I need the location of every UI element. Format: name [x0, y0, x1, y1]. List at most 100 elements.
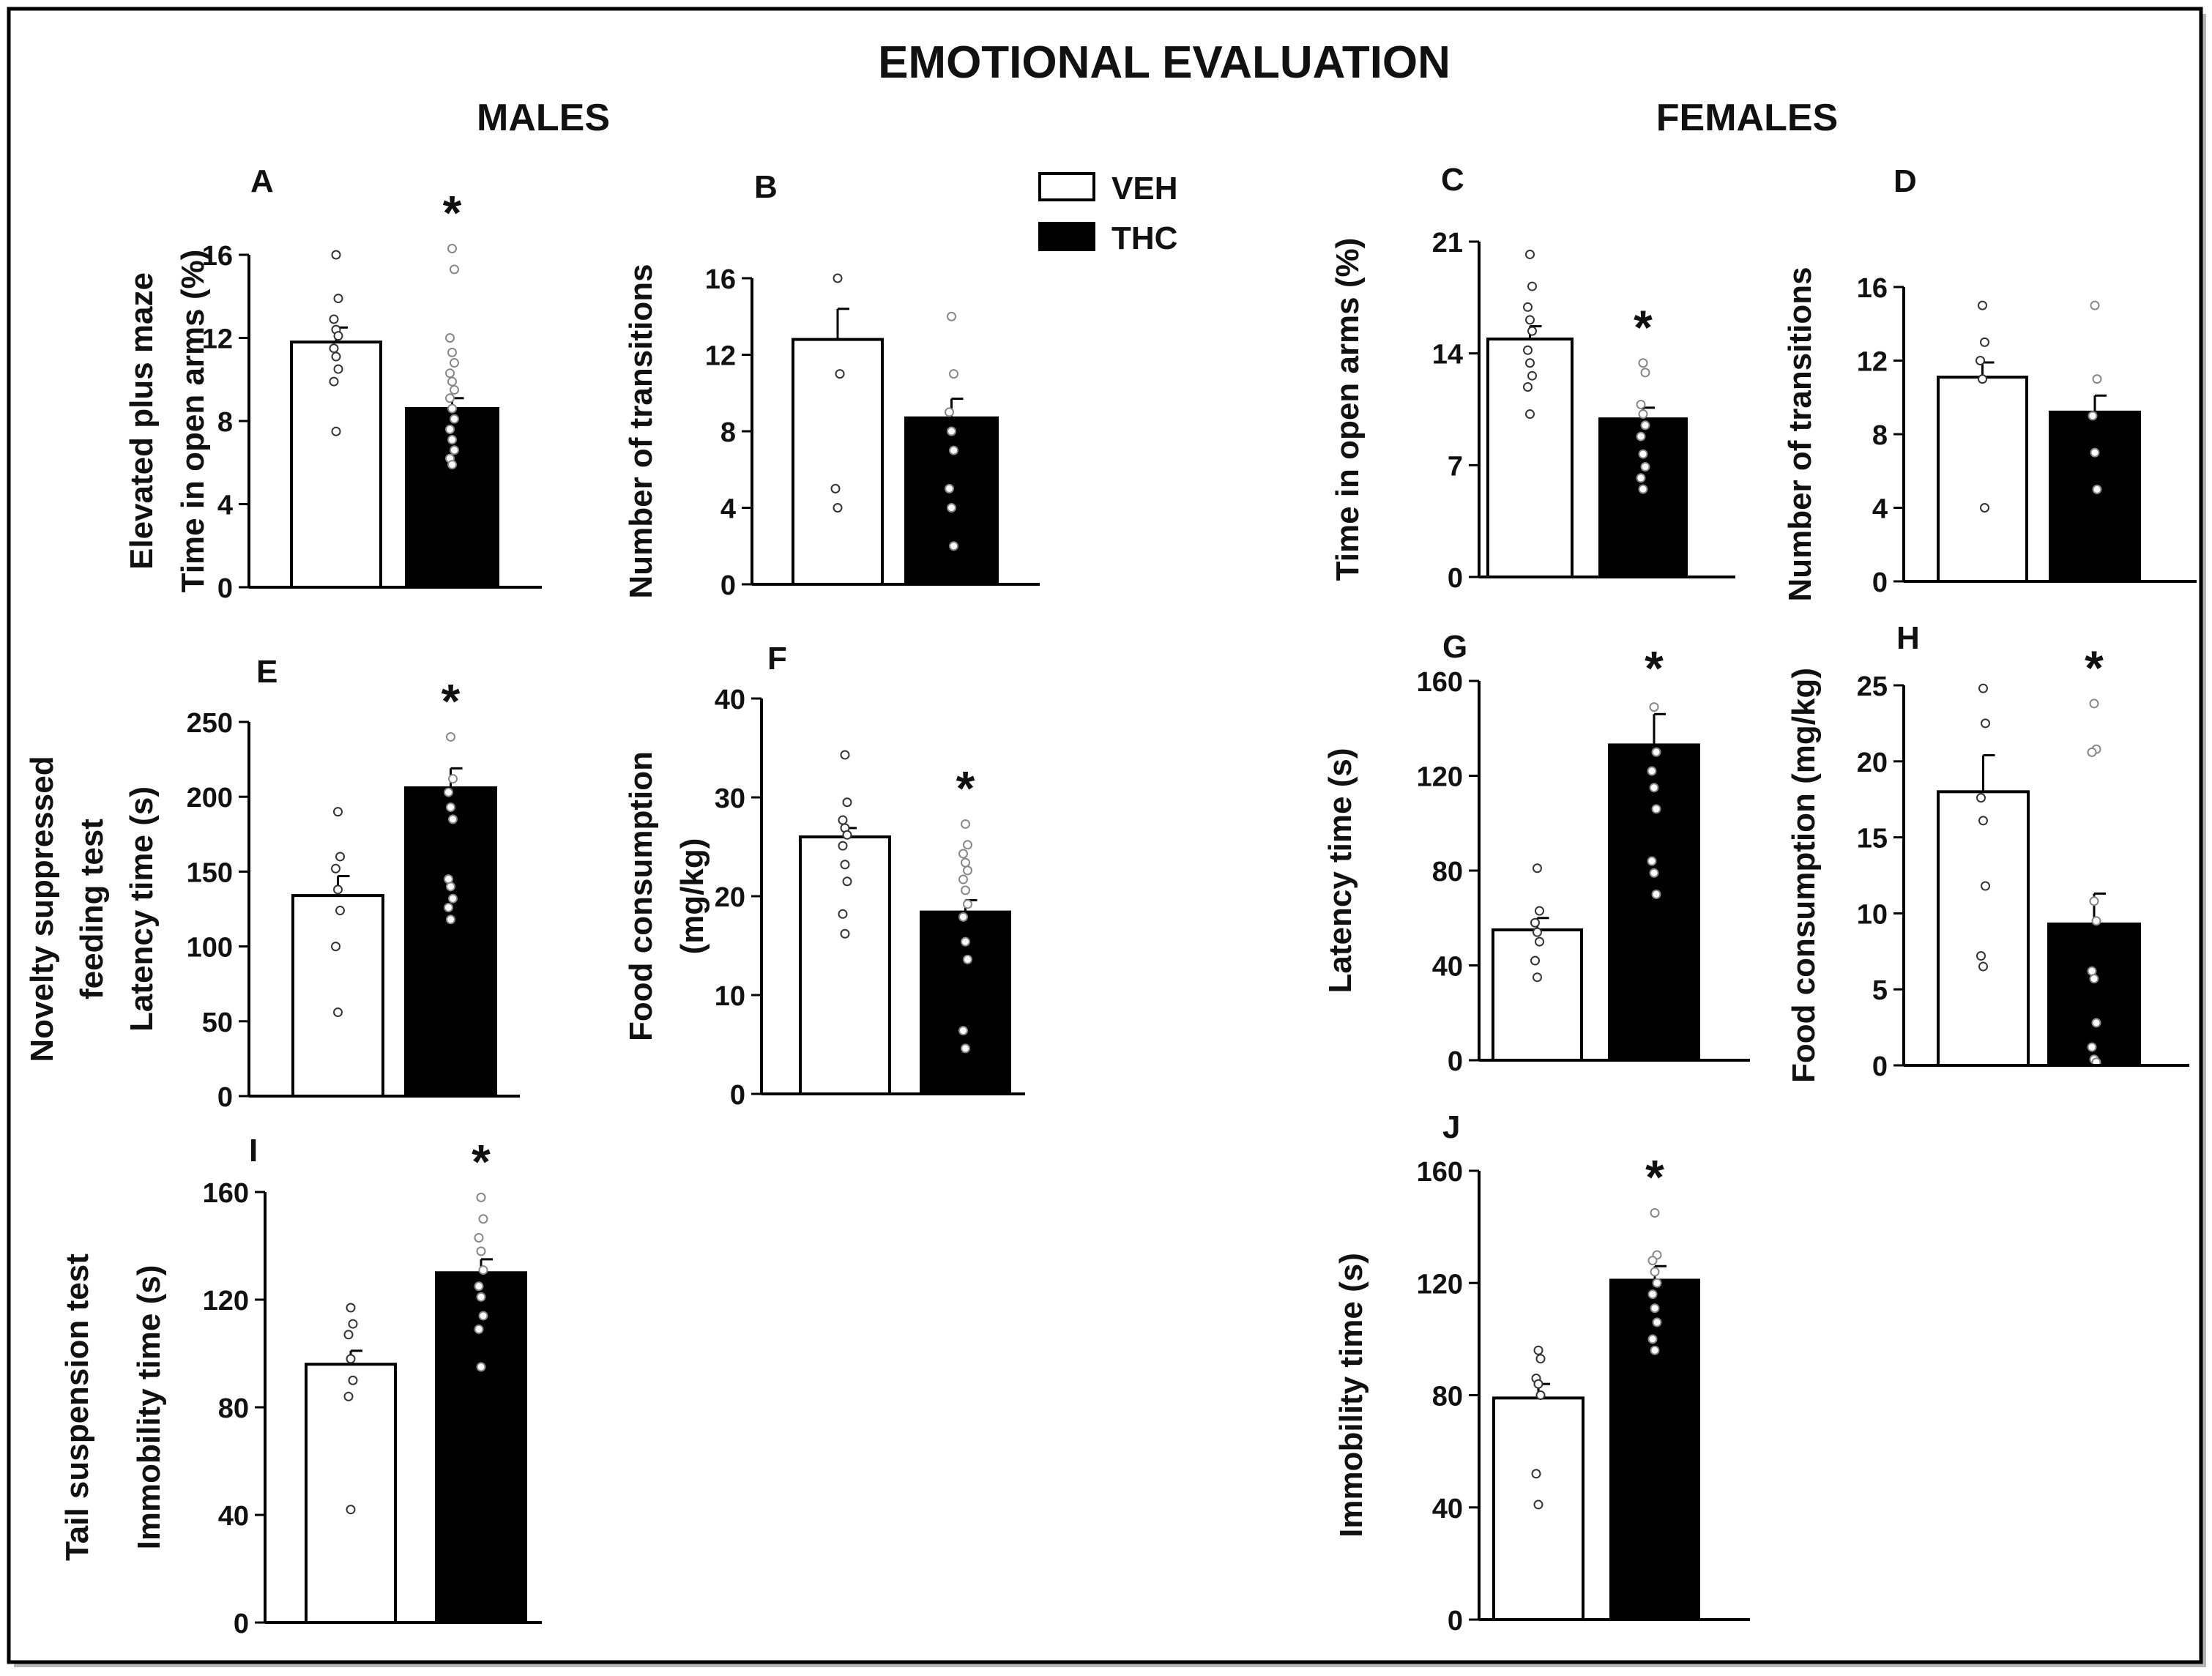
panel-c-y-axis-label: Time in open arms (%)	[1330, 238, 1366, 581]
panel-h-point	[1978, 816, 1988, 826]
panel-e-point	[335, 852, 345, 862]
panel-i-y-tick-label: 120	[203, 1286, 249, 1316]
panel-d-y-tick-label: 0	[1872, 567, 1888, 598]
panel-b-y-tick-label: 12	[705, 341, 736, 372]
panel-i-letter: I	[249, 1133, 258, 1169]
panel-i-point	[474, 1232, 484, 1243]
panel-c-y-tick-label: 21	[1432, 228, 1463, 258]
panel-e-point	[446, 731, 455, 742]
panel-e-significance-star: *	[442, 674, 461, 728]
panel-h-point	[2087, 1042, 2097, 1052]
panel-i-bar-veh	[305, 1363, 397, 1624]
panel-d-y-tick-label: 4	[1872, 494, 1888, 525]
panel-g-y-tick-label: 0	[1448, 1046, 1463, 1077]
panel-i-point	[348, 1319, 358, 1329]
panel-a-point	[445, 424, 455, 434]
panel-c-y-tick-label: 14	[1432, 340, 1463, 370]
panel-i-point	[478, 1214, 488, 1224]
panel-a-point	[450, 384, 459, 395]
panel-h-point	[1978, 961, 1988, 972]
panel-e-point	[448, 893, 458, 904]
panel-g-point	[1649, 702, 1659, 712]
panel-b-point	[833, 503, 843, 513]
panel-i-y-tick-label: 40	[218, 1501, 249, 1532]
panel-h-y-tick-label: 0	[1872, 1051, 1888, 1082]
panel-a-point	[447, 460, 457, 470]
panel-a-point	[450, 414, 459, 424]
panel-e-point	[333, 884, 343, 895]
panel-g-point	[1647, 856, 1657, 866]
panel-c-point	[1636, 473, 1646, 483]
panel-f-point	[961, 885, 970, 895]
panel-c-point	[1525, 409, 1535, 420]
panel-e-point	[331, 942, 340, 952]
panel-f-point	[838, 909, 848, 919]
panel-a-significance-star: *	[443, 185, 462, 239]
panel-a-point	[447, 376, 457, 387]
males-heading: MALES	[477, 97, 610, 139]
panel-h-point	[2087, 747, 2097, 757]
panel-g-y-axis-label: Latency time (s)	[1322, 748, 1358, 994]
panel-e-point	[446, 915, 455, 925]
panel-f-point	[963, 865, 972, 876]
panel-d-point	[1980, 503, 1989, 513]
panel-e-point	[448, 774, 458, 784]
panel-d-point	[1978, 300, 1987, 310]
panel-b-y-tick-label: 16	[705, 264, 736, 295]
panel-e-y-tick-label: 200	[187, 783, 233, 813]
panel-a-point	[447, 243, 457, 253]
panel-d-letter: D	[1893, 163, 1917, 199]
panel-f-y-tick-label: 10	[715, 981, 745, 1012]
panels: A * 0 4 8 12 16 Elevated plus maze Time in open …	[24, 162, 2197, 1639]
panel-d-point	[2088, 411, 2098, 421]
panel-c-point	[1638, 409, 1648, 420]
panel-e: E * 0 50 100 150 200 250 Novelty suppressed feedi…	[24, 654, 520, 1113]
panel-j-point	[1531, 1469, 1541, 1479]
legend-swatch-thc	[1038, 222, 1095, 251]
panel-j-bar-thc	[1609, 1278, 1700, 1621]
panel-j-point	[1647, 1334, 1658, 1344]
panel-h-point	[2091, 916, 2101, 926]
panel-c-y-tick-label: 7	[1448, 451, 1463, 482]
panel-g-bar-veh	[1492, 928, 1583, 1062]
panel-f-point	[838, 841, 848, 851]
panel-i-point	[474, 1324, 484, 1334]
panel-g-point	[1533, 863, 1542, 874]
panel-f: F * 0 10 20 30 40 Food consumption (mg/kg)	[623, 641, 1025, 1111]
panel-a: A * 0 4 8 12 16 Elevated plus maze Time in open …	[124, 163, 542, 604]
panel-c-point	[1527, 370, 1537, 381]
panel-d-point	[1978, 374, 1987, 384]
panel-g-point	[1649, 783, 1659, 793]
panel-b-point	[835, 369, 845, 379]
panel-i-point	[343, 1330, 354, 1340]
panel-j-y-tick-label: 120	[1417, 1269, 1463, 1300]
panel-b-y-tick-label: 0	[720, 570, 736, 601]
panel-b-y-axis-label: Number of transitions	[623, 264, 659, 598]
panel-j-point	[1652, 1278, 1662, 1288]
panel-c-point	[1638, 358, 1648, 368]
panel-d-y-tick-label: 8	[1872, 420, 1888, 451]
panel-a-point	[329, 314, 339, 324]
panel-i-point	[348, 1375, 358, 1385]
panel-e-point	[446, 802, 455, 813]
panel-h-y-tick-label: 10	[1857, 899, 1888, 930]
panel-i-significance-star: *	[472, 1134, 491, 1188]
panel-j-letter: J	[1442, 1109, 1460, 1145]
panel-e-point	[333, 807, 343, 817]
panel-e-letter: E	[256, 654, 278, 690]
panel-e-y-tick-label: 50	[202, 1008, 233, 1038]
panel-b-point	[947, 503, 956, 513]
panel-e-point	[333, 1008, 343, 1018]
panel-a-point	[329, 376, 339, 387]
panel-j-point	[1533, 1379, 1543, 1389]
panel-c-point	[1640, 420, 1650, 431]
panel-b-point	[947, 311, 956, 321]
panel-a-y-axis-label: Elevated plus maze	[124, 272, 160, 570]
panel-a-point	[445, 333, 455, 343]
panel-j-y-axis-label: Immobility time (s)	[1333, 1253, 1369, 1538]
panel-h: H * 0 5 10 15 20 25 Food consumption (mg/kg)	[1786, 620, 2189, 1083]
panel-h-point	[1976, 793, 1986, 803]
panel-a-point	[333, 331, 343, 341]
panel-b-bar-thc	[904, 416, 999, 586]
